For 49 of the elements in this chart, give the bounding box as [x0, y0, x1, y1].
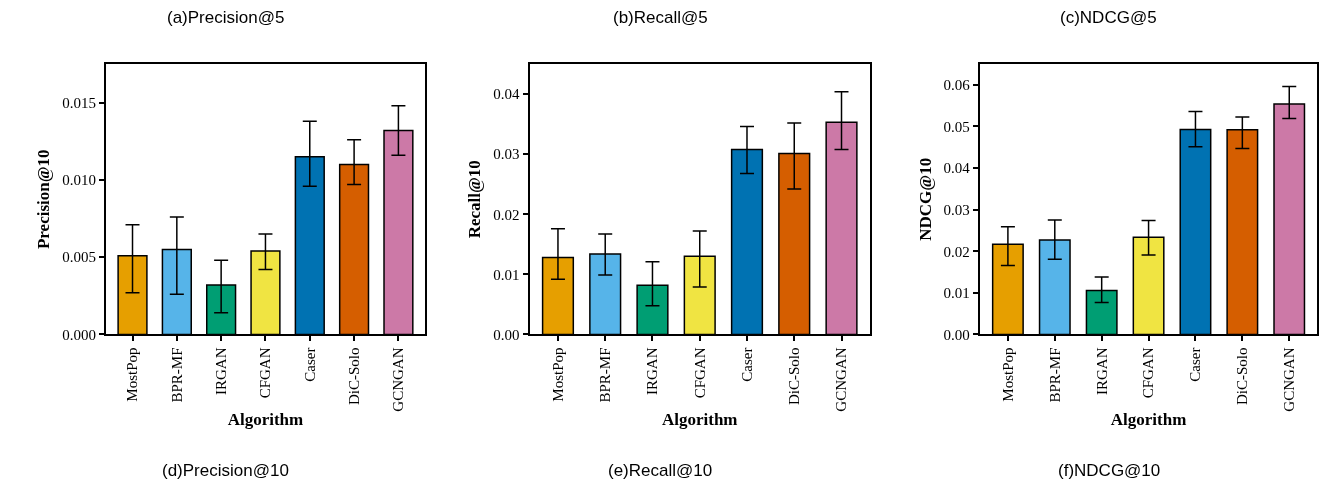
x-tick-label: CFGAN [1140, 347, 1157, 399]
x-tick-label: IRGAN [1093, 347, 1110, 395]
y-tick-label: 0.03 [493, 146, 520, 163]
y-tick-label: 0.02 [943, 243, 970, 260]
y-tick-label: 0.000 [62, 326, 96, 343]
y-axis-title: Recall@10 [465, 160, 485, 239]
y-tick-label: 0.005 [62, 249, 96, 266]
x-tick-label: MostPop [999, 347, 1016, 402]
y-tick-label: 0.01 [493, 266, 520, 283]
x-tick-label: MostPop [549, 347, 566, 402]
y-tick-label: 0.015 [62, 94, 96, 111]
y-tick-label: 0.03 [943, 201, 970, 218]
x-tick-label: Caser [738, 347, 755, 382]
text: (e)Recall@10 [608, 461, 713, 480]
y-tick-label: 0.00 [493, 326, 520, 343]
x-tick-label: BPR-MF [1046, 347, 1063, 403]
x-tick-label: BPR-MF [168, 347, 185, 403]
x-axis-title: Algorithm [661, 409, 738, 429]
y-axis-title: Precision@10 [34, 149, 54, 250]
x-tick-label: BPR-MF [597, 347, 614, 403]
y-axis-title: NDCG@10 [915, 157, 935, 241]
x-axis-title: Algorithm [227, 409, 304, 429]
x-tick-label: CFGAN [691, 347, 708, 399]
x-tick-label: MostPop [124, 347, 141, 402]
text: (f)NDCG@10 [1058, 461, 1161, 480]
y-tick-label: 0.01 [943, 285, 970, 302]
y-tick-label: 0.00 [943, 326, 970, 343]
y-tick-label: 0.04 [943, 160, 971, 177]
y-tick-label: 0.05 [943, 118, 970, 135]
x-tick-label: Caser [301, 347, 318, 382]
x-tick-label: IRGAN [644, 347, 661, 395]
x-tick-label: IRGAN [213, 347, 230, 395]
y-tick-label: 0.06 [943, 77, 971, 94]
x-tick-label: GCNGAN [1281, 347, 1298, 412]
text: (d)Precision@10 [162, 461, 289, 480]
x-tick-label: GCNGAN [833, 347, 850, 412]
x-tick-label: Caser [1187, 347, 1204, 382]
x-tick-label: DiC-Solo [345, 347, 362, 405]
y-tick-label: 0.010 [62, 172, 96, 189]
x-tick-label: CFGAN [257, 347, 274, 399]
x-tick-label: DiC-Solo [786, 347, 803, 405]
x-axis-title: Algorithm [1110, 409, 1187, 429]
x-tick-label: GCNGAN [390, 347, 407, 412]
chart-title: (c)NDCG@5 [1060, 8, 1157, 27]
chart-title: (b)Recall@5 [613, 8, 708, 27]
chart-title: (a)Precision@5 [167, 8, 285, 27]
x-tick-label: DiC-Solo [1234, 347, 1251, 405]
y-tick-label: 0.04 [493, 86, 521, 103]
y-tick-label: 0.02 [493, 206, 520, 223]
